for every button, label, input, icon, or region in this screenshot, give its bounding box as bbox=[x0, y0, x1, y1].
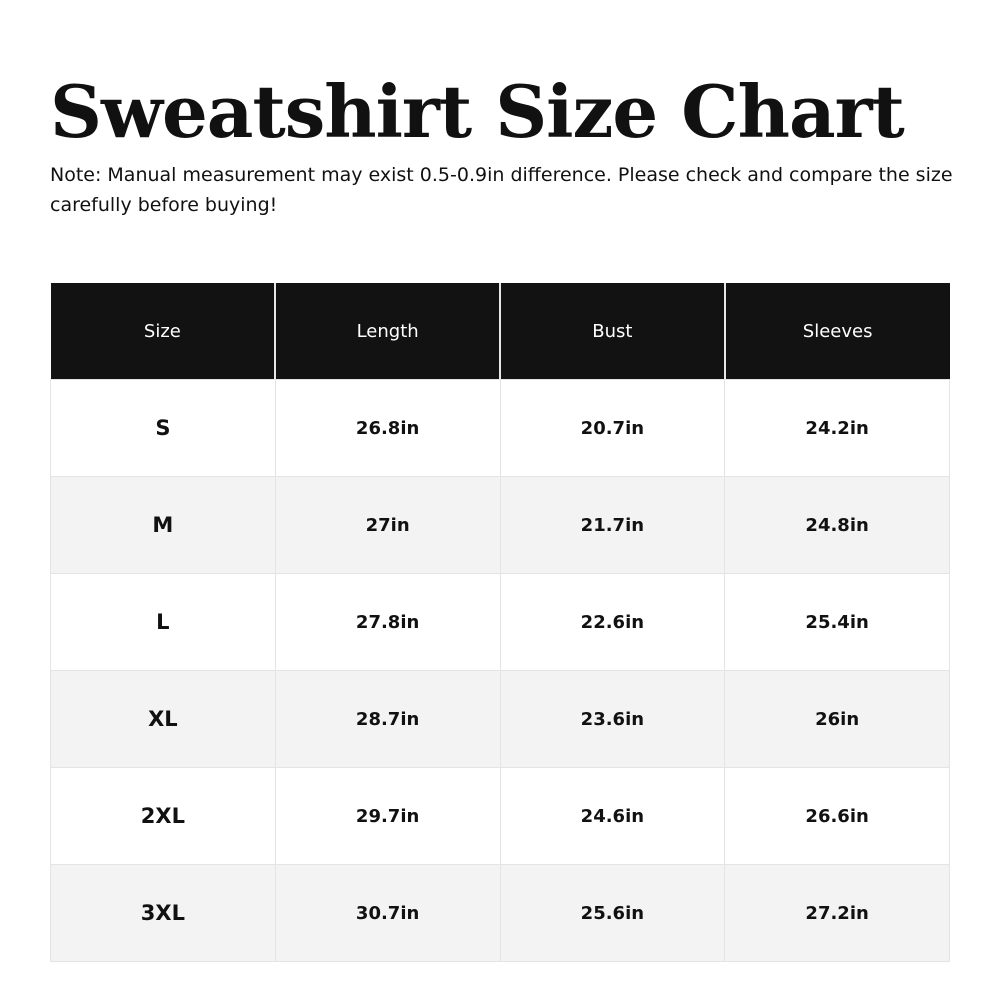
cell-bust: 25.6in bbox=[499, 864, 726, 962]
cell-length: 27in bbox=[274, 476, 501, 574]
cell-size: L bbox=[50, 573, 276, 671]
header-bust: Bust bbox=[499, 283, 725, 380]
cell-bust: 23.6in bbox=[499, 670, 726, 768]
cell-size: 2XL bbox=[50, 767, 276, 865]
cell-sleeves: 25.4in bbox=[724, 573, 950, 671]
cell-size: XL bbox=[50, 670, 276, 768]
header-size: Size bbox=[50, 283, 276, 380]
cell-size: M bbox=[50, 476, 276, 574]
cell-sleeves: 27.2in bbox=[724, 864, 950, 962]
table-row: M 27in 21.7in 24.8in bbox=[50, 476, 950, 574]
cell-length: 30.7in bbox=[274, 864, 501, 962]
cell-sleeves: 26.6in bbox=[724, 767, 950, 865]
cell-size: 3XL bbox=[50, 864, 276, 962]
cell-length: 26.8in bbox=[274, 379, 501, 477]
cell-size: S bbox=[50, 379, 276, 477]
table-row: S 26.8in 20.7in 24.2in bbox=[50, 379, 950, 477]
header-sleeves: Sleeves bbox=[723, 283, 950, 380]
table-row: 3XL 30.7in 25.6in 27.2in bbox=[50, 864, 950, 962]
header-length: Length bbox=[274, 283, 500, 380]
cell-bust: 24.6in bbox=[499, 767, 726, 865]
cell-bust: 20.7in bbox=[499, 379, 726, 477]
table-row: L 27.8in 22.6in 25.4in bbox=[50, 573, 950, 671]
cell-length: 29.7in bbox=[274, 767, 501, 865]
cell-length: 28.7in bbox=[274, 670, 501, 768]
size-chart-table: Size Length Bust Sleeves S 26.8in 20.7in 24… bbox=[50, 283, 950, 962]
cell-sleeves: 24.8in bbox=[724, 476, 950, 574]
cell-length: 27.8in bbox=[274, 573, 501, 671]
page-title: Sweatshirt Size Chart bbox=[50, 69, 905, 154]
measurement-note: Note: Manual measurement may exist 0.5-0… bbox=[50, 164, 953, 216]
table-row: 2XL 29.7in 24.6in 26.6in bbox=[50, 767, 950, 865]
cell-sleeves: 26in bbox=[724, 670, 950, 768]
cell-bust: 21.7in bbox=[499, 476, 726, 574]
table-row: XL 28.7in 23.6in 26in bbox=[50, 670, 950, 768]
table-header-row: Size Length Bust Sleeves bbox=[50, 283, 950, 380]
cell-sleeves: 24.2in bbox=[724, 379, 950, 477]
cell-bust: 22.6in bbox=[499, 573, 726, 671]
